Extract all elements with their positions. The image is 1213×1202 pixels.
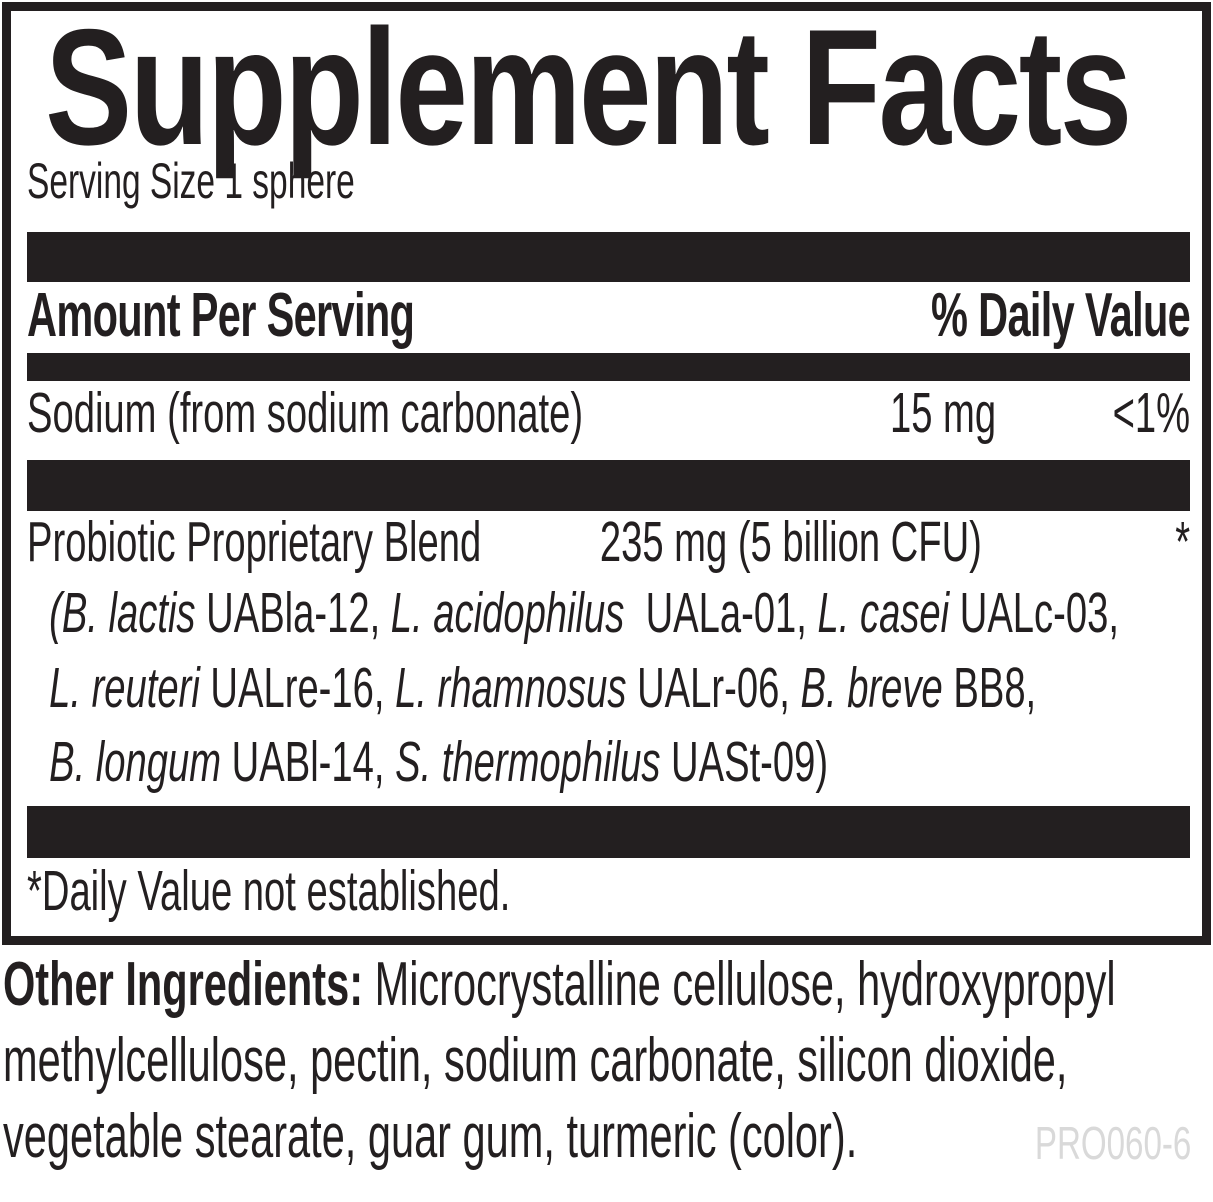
nutrient-row-sodium: Sodium (from sodium carbonate) 15 mg <1%	[27, 381, 1190, 447]
daily-value-footnote: *Daily Value not established.	[27, 859, 511, 923]
amount-per-serving-header: Amount Per Serving	[27, 281, 415, 350]
column-header-row: Amount Per Serving % Daily Value	[27, 280, 1191, 351]
separator-bar-bottom	[27, 806, 1190, 858]
blend-row: Probiotic Proprietary Blend 235 mg (5 bi…	[27, 510, 1190, 576]
serving-size: Serving Size 1 sphere	[27, 153, 355, 209]
separator-bar-middle	[27, 460, 1190, 511]
blend-strains-line-2: L. reuteri UALre-16, L. rhamnosus UALr-0…	[49, 656, 1037, 720]
blend-amount: 235 mg (5 billion CFU)	[599, 510, 982, 574]
blend-strains-line-3: B. longum UABl-14, S. thermophilus UASt-…	[49, 730, 829, 794]
other-ingredients-line-2: methylcellulose, pectin, sodium carbonat…	[3, 1026, 1068, 1095]
supplement-facts-panel: Supplement Facts Serving Size 1 sphere A…	[2, 2, 1211, 945]
blend-daily-value-asterisk: *	[1175, 510, 1191, 574]
other-ingredients-line-1: Other Ingredients: Microcrystalline cell…	[3, 950, 1116, 1019]
other-ingredients-line-3: vegetable stearate, guar gum, turmeric (…	[3, 1102, 858, 1171]
other-ingredients: Other Ingredients: Microcrystalline cell…	[3, 947, 1213, 1175]
nutrient-name: Sodium (from sodium carbonate)	[27, 381, 584, 445]
daily-value-header: % Daily Value	[930, 281, 1191, 350]
panel-title: Supplement Facts	[45, 0, 1132, 179]
nutrient-daily-value: <1%	[1112, 381, 1191, 445]
blend-strains-line-1: (B. lactis UABla-12, L. acidophilus UALa…	[49, 581, 1119, 645]
product-code: PRO060-6	[1034, 1117, 1191, 1169]
nutrient-amount: 15 mg	[889, 381, 997, 445]
separator-bar-top	[27, 232, 1190, 282]
separator-bar-header	[27, 353, 1190, 381]
blend-name: Probiotic Proprietary Blend	[27, 510, 482, 574]
